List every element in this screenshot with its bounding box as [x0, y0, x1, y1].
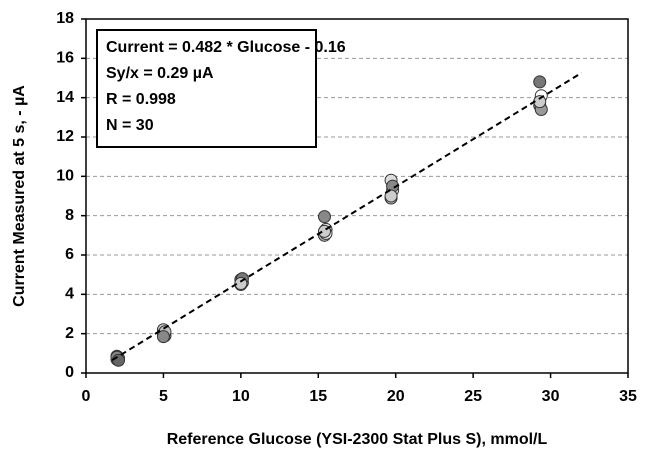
x-tick-label: 30 [542, 388, 560, 405]
x-tick-label: 0 [82, 388, 91, 405]
trend-line [111, 72, 583, 361]
point [384, 189, 398, 203]
x-tick-label: 15 [309, 388, 327, 405]
point [112, 353, 126, 367]
annotation: N = 30 [106, 117, 154, 134]
y-tick-label: 10 [56, 168, 74, 185]
x-axis-label: Reference Glucose (YSI-2300 Stat Plus S)… [167, 431, 548, 448]
point [533, 75, 547, 89]
y-tick-label: 4 [65, 286, 74, 303]
x-tick-label: 5 [159, 388, 168, 405]
y-tick-label: 2 [65, 325, 74, 342]
x-tick-label: 10 [232, 388, 250, 405]
y-tick-label: 8 [65, 207, 74, 224]
x-tick-label: 20 [387, 388, 405, 405]
y-tick-label: 16 [56, 50, 74, 67]
plot-frame [85, 18, 629, 374]
point [317, 210, 331, 224]
y-tick-label: 0 [65, 364, 74, 381]
y-tick-label: 18 [56, 10, 74, 27]
y-axis-label: Current Measured at 5 s, - µA [11, 85, 28, 307]
x-tick-label: 35 [619, 388, 637, 405]
annotation: Sy/x = 0.29 µA [106, 65, 214, 82]
annotation-box [96, 29, 317, 148]
y-tick-label: 12 [56, 128, 74, 145]
x-tick-label: 25 [464, 388, 482, 405]
y-tick-label: 6 [65, 246, 74, 263]
y-tick-label: 14 [56, 89, 74, 106]
annotation: R = 0.998 [106, 91, 176, 108]
point [156, 330, 170, 344]
annotation: Current = 0.482 * Glucose - 0.16 [106, 39, 346, 56]
